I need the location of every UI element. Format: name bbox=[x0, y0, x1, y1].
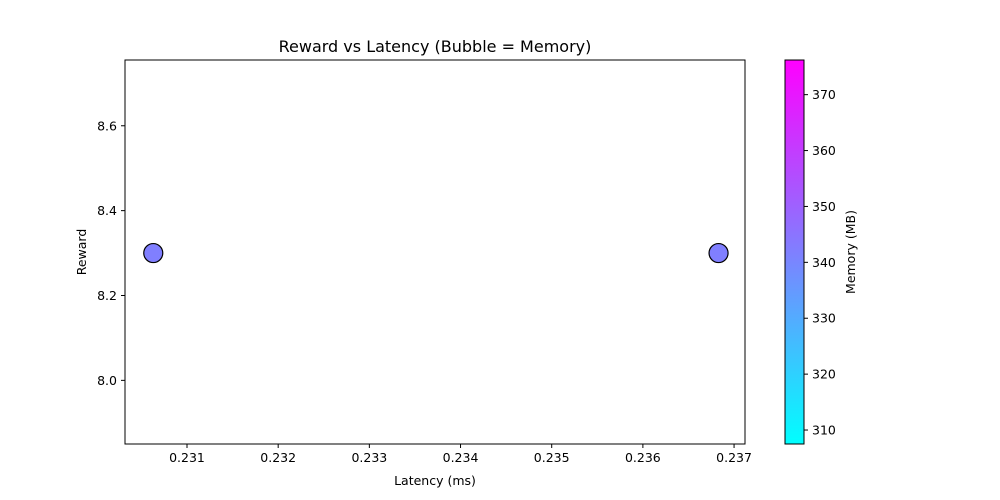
colorbar-tick-label: 310 bbox=[812, 423, 836, 438]
colorbar-label: Memory (MB) bbox=[843, 210, 858, 294]
colorbar-tick-label: 370 bbox=[812, 87, 836, 102]
y-axis: 8.0 8.2 8.4 8.6 bbox=[97, 118, 125, 388]
x-axis-label: Latency (ms) bbox=[394, 473, 476, 488]
data-points bbox=[143, 242, 729, 264]
colorbar-ticks: 310 320 330 340 350 360 370 bbox=[804, 87, 836, 438]
y-tick-label: 8.4 bbox=[97, 203, 117, 218]
x-axis: 0.231 0.232 0.233 0.234 0.235 0.236 0.237 bbox=[169, 444, 752, 465]
colorbar-tick-label: 320 bbox=[812, 367, 836, 382]
x-tick-label: 0.234 bbox=[443, 450, 479, 465]
colorbar-tick-label: 340 bbox=[812, 255, 836, 270]
colorbar-tick-label: 360 bbox=[812, 143, 836, 158]
x-tick-label: 0.232 bbox=[260, 450, 296, 465]
y-tick-label: 8.0 bbox=[97, 373, 117, 388]
colorbar-tick-label: 330 bbox=[812, 311, 836, 326]
x-tick-label: 0.231 bbox=[169, 450, 205, 465]
x-tick-label: 0.236 bbox=[625, 450, 661, 465]
plot-frame bbox=[124, 59, 746, 445]
y-tick-label: 8.6 bbox=[97, 118, 117, 133]
data-point bbox=[143, 242, 164, 264]
colorbar: 310 320 330 340 350 360 370 Memory (MB) bbox=[784, 59, 858, 445]
x-tick-label: 0.237 bbox=[716, 450, 752, 465]
y-tick-label: 8.2 bbox=[97, 288, 117, 303]
colorbar-gradient bbox=[784, 59, 805, 445]
data-point bbox=[708, 242, 729, 264]
y-axis-label: Reward bbox=[74, 229, 89, 276]
plot-area: 0.231 0.232 0.233 0.234 0.235 0.236 0.237 8.08… bbox=[97, 59, 752, 465]
chart-title: Reward vs Latency (Bubble = Memory) bbox=[279, 37, 592, 56]
x-tick-label: 0.235 bbox=[534, 450, 570, 465]
x-tick-label: 0.233 bbox=[351, 450, 387, 465]
colorbar-tick-label: 350 bbox=[812, 199, 836, 214]
